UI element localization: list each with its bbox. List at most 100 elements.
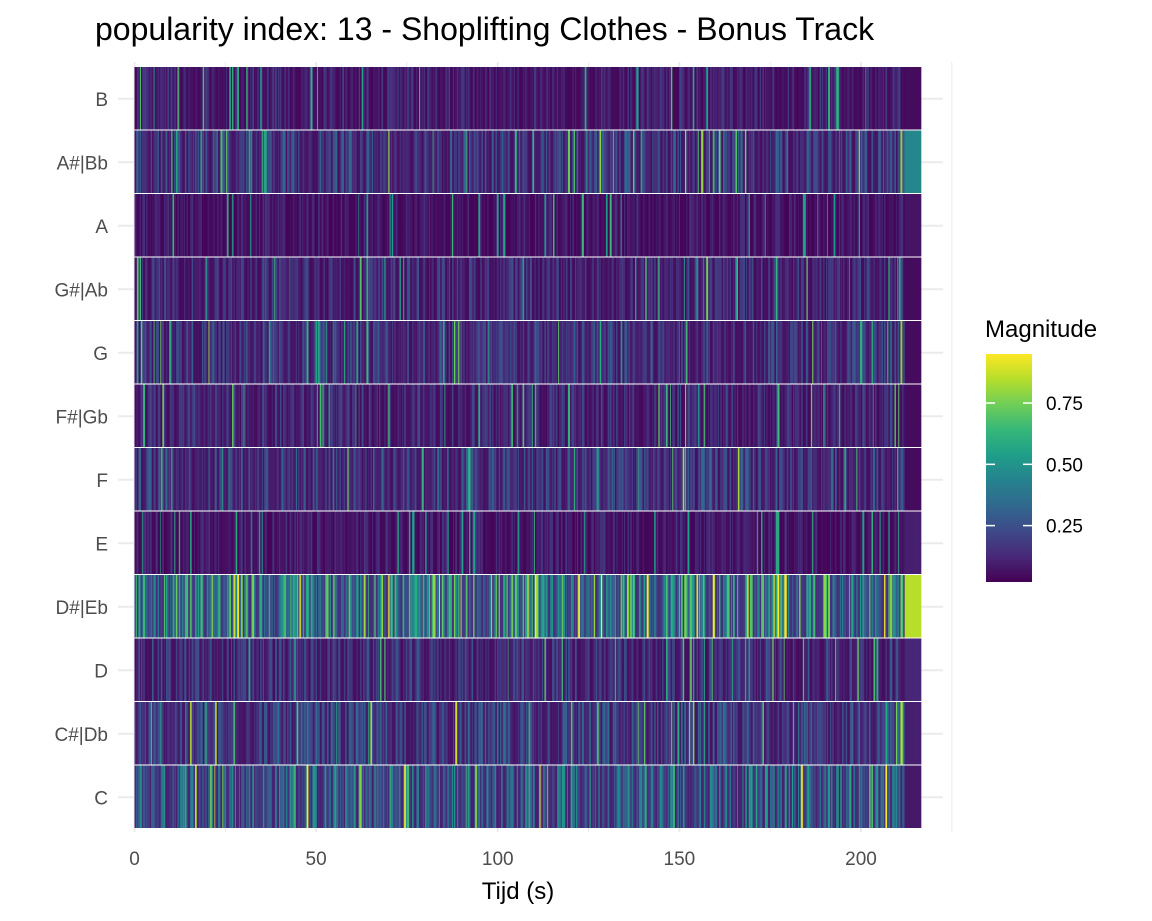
heat-cell — [892, 765, 895, 828]
heat-cell — [906, 511, 909, 574]
heat-cell — [148, 448, 150, 511]
heat-cell — [202, 638, 205, 701]
heat-cell — [796, 384, 799, 447]
heat-cell — [774, 575, 777, 638]
heat-cell — [193, 765, 195, 828]
heat-cell — [851, 511, 853, 574]
heat-cell — [257, 575, 260, 638]
heat-cell — [346, 448, 348, 511]
heat-cell — [220, 638, 223, 701]
heat-cell — [714, 384, 716, 447]
heat-cell — [143, 384, 146, 447]
heat-cell — [565, 321, 567, 384]
heat-cell — [266, 384, 268, 447]
heat-cell — [545, 511, 548, 574]
heat-cell — [298, 511, 300, 574]
heat-cell — [842, 511, 844, 574]
heat-cell — [237, 384, 240, 447]
heat-cell — [264, 448, 266, 511]
heat-cell — [889, 321, 893, 384]
heat-cell — [626, 511, 628, 574]
heat-cell — [377, 384, 380, 447]
heat-cell — [358, 321, 360, 384]
heat-cell — [308, 765, 310, 828]
heat-cell — [909, 448, 912, 511]
heat-cell — [580, 575, 583, 638]
heat-cell — [332, 448, 334, 511]
heat-cell — [495, 702, 498, 765]
heat-cell — [687, 638, 690, 701]
heat-cell — [322, 448, 324, 511]
heat-cell — [565, 511, 567, 574]
heat-cell — [888, 702, 891, 765]
heat-cell — [654, 511, 657, 574]
heat-cell — [611, 321, 614, 384]
heat-cell — [151, 702, 153, 765]
heat-cell — [501, 321, 503, 384]
heat-cell — [694, 765, 697, 828]
heat-cell — [855, 511, 857, 574]
heat-cell — [184, 575, 187, 638]
heat-cell — [892, 384, 894, 447]
heat-cell — [895, 702, 898, 765]
heat-cell — [267, 702, 270, 765]
heat-cell — [617, 384, 620, 447]
heat-cell — [455, 384, 458, 447]
heat-cell — [308, 384, 310, 447]
heat-cell — [493, 384, 496, 447]
heat-cell — [408, 511, 411, 574]
heat-cell — [151, 448, 153, 511]
heat-cell — [436, 321, 438, 384]
heat-cell — [308, 638, 310, 701]
heat-cell — [210, 575, 213, 638]
heat-cell — [319, 638, 322, 701]
heat-cell — [619, 702, 622, 765]
heat-cell — [389, 702, 391, 765]
heat-cell — [288, 448, 291, 511]
heat-cell — [431, 702, 434, 765]
heat-cell — [691, 448, 694, 511]
heat-cell — [693, 575, 695, 638]
heat-cell — [318, 321, 321, 384]
heat-cell — [436, 575, 438, 638]
heat-cell — [417, 321, 420, 384]
heat-cell — [254, 638, 256, 701]
heat-cell — [908, 702, 911, 765]
heat-cell — [164, 765, 167, 828]
heat-cell — [538, 638, 540, 701]
heat-cell — [635, 638, 637, 701]
heat-cell — [581, 511, 585, 574]
heat-cell — [360, 321, 363, 384]
heat-cell — [174, 384, 177, 447]
heat-cell — [739, 638, 741, 701]
heat-cell — [243, 384, 245, 447]
heat-cell — [251, 448, 253, 511]
heat-cell — [372, 448, 375, 511]
heat-cell — [752, 321, 754, 384]
heat-cell — [473, 702, 475, 765]
heat-cell — [360, 575, 363, 638]
heat-cell — [755, 511, 758, 574]
heat-cell — [798, 384, 800, 447]
heat-cell — [304, 575, 307, 638]
heat-cell — [355, 511, 357, 574]
heat-cell — [169, 765, 171, 828]
heat-cell — [871, 702, 874, 765]
heat-cell — [586, 321, 588, 384]
heat-cell — [588, 765, 590, 828]
heat-cell — [524, 384, 526, 447]
heat-cell — [859, 321, 862, 384]
heat-cell — [381, 638, 384, 701]
heat-cell — [628, 321, 631, 384]
heat-cell — [356, 511, 359, 574]
heat-cell — [178, 384, 181, 447]
heat-cell — [664, 448, 667, 511]
heat-cell — [299, 448, 302, 511]
heat-cell — [724, 638, 726, 701]
heat-cell — [284, 511, 287, 574]
heat-cell — [325, 321, 327, 384]
heat-cell — [857, 575, 860, 638]
heat-cell — [377, 638, 380, 701]
heat-cell — [675, 765, 678, 828]
heat-cell — [312, 511, 314, 574]
